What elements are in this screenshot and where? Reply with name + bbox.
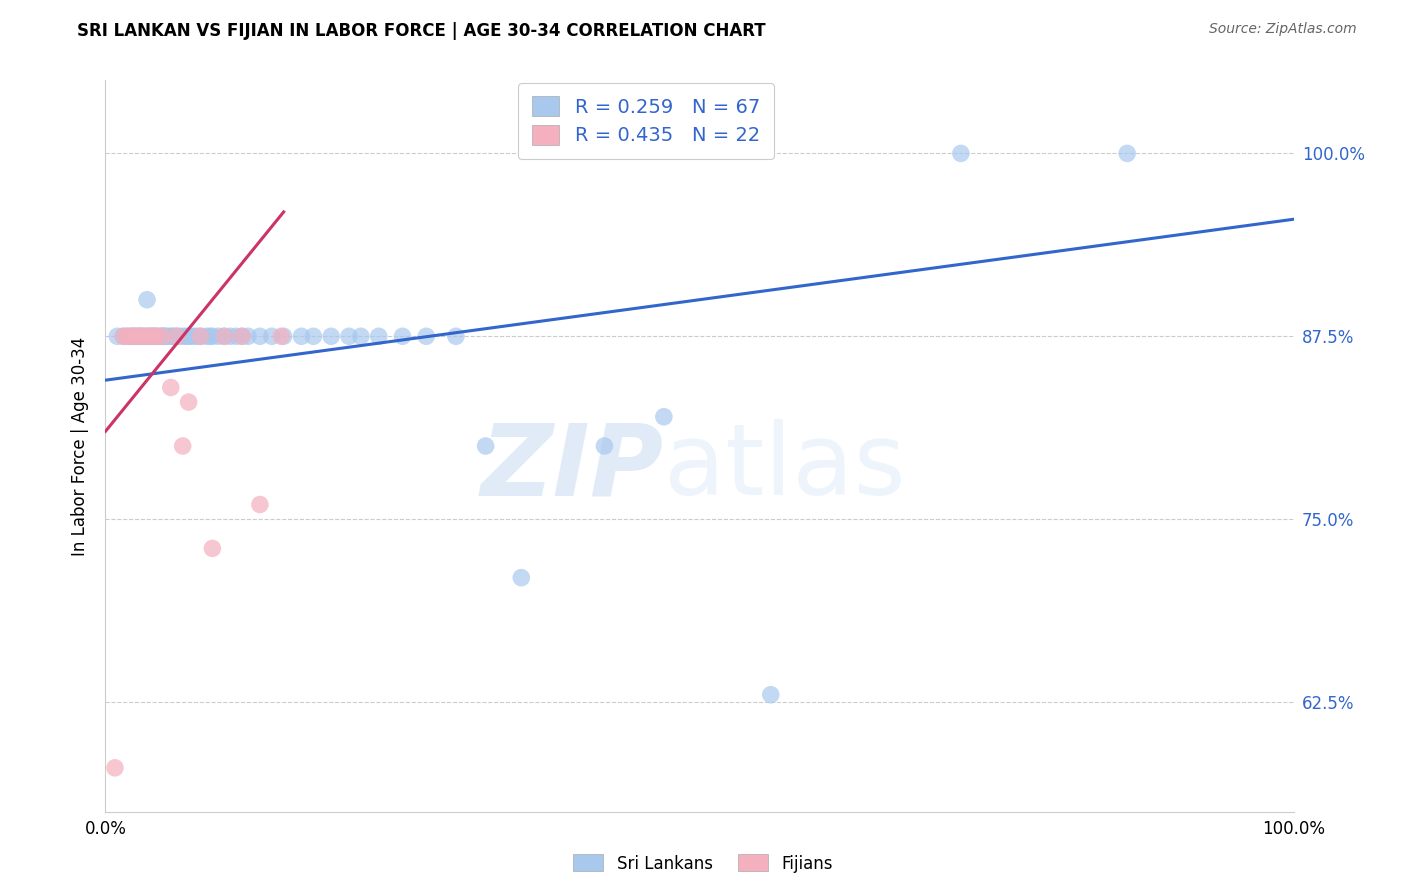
Point — [270, 329, 292, 343]
Point — [190, 329, 212, 343]
Legend: R = 0.259   N = 67, R = 0.435   N = 22: R = 0.259 N = 67, R = 0.435 N = 22 — [519, 83, 773, 159]
Point — [153, 329, 176, 343]
Point — [321, 329, 343, 343]
Point — [231, 329, 253, 343]
Point — [143, 329, 166, 343]
Point — [142, 329, 165, 343]
Point — [302, 329, 325, 343]
Point — [124, 329, 146, 343]
Point — [139, 329, 162, 343]
Point — [112, 329, 135, 343]
Point — [172, 329, 194, 343]
Point — [129, 329, 152, 343]
Point — [249, 498, 271, 512]
Point — [145, 329, 167, 343]
Text: atlas: atlas — [664, 419, 905, 516]
Point — [187, 329, 209, 343]
Point — [190, 329, 212, 343]
Point — [166, 329, 188, 343]
Point — [128, 329, 150, 343]
Point — [367, 329, 389, 343]
Point — [510, 571, 533, 585]
Point — [124, 329, 146, 343]
Point — [142, 329, 165, 343]
Point — [121, 329, 143, 343]
Point — [207, 329, 229, 343]
Point — [104, 761, 127, 775]
Point — [219, 329, 242, 343]
Point — [236, 329, 259, 343]
Point — [174, 329, 197, 343]
Point — [115, 329, 138, 343]
Point — [159, 329, 181, 343]
Point — [1116, 146, 1139, 161]
Point — [148, 329, 170, 343]
Point — [136, 329, 159, 343]
Point — [949, 146, 972, 161]
Point — [152, 329, 174, 343]
Point — [214, 329, 236, 343]
Point — [134, 329, 156, 343]
Point — [231, 329, 253, 343]
Point — [121, 329, 143, 343]
Legend: Sri Lankans, Fijians: Sri Lankans, Fijians — [567, 847, 839, 880]
Point — [159, 380, 181, 394]
Point — [260, 329, 283, 343]
Point — [132, 329, 155, 343]
Point — [163, 329, 186, 343]
Point — [249, 329, 271, 343]
Point — [214, 329, 236, 343]
Point — [136, 293, 159, 307]
Point — [156, 329, 179, 343]
Point — [136, 329, 159, 343]
Point — [290, 329, 312, 343]
Point — [474, 439, 496, 453]
Point — [759, 688, 782, 702]
Point — [225, 329, 247, 343]
Point — [139, 329, 162, 343]
Point — [177, 329, 200, 343]
Point — [145, 329, 167, 343]
Point — [201, 329, 224, 343]
Point — [167, 329, 190, 343]
Point — [593, 439, 616, 453]
Point — [183, 329, 205, 343]
Text: ZIP: ZIP — [481, 419, 664, 516]
Point — [129, 329, 152, 343]
Point — [198, 329, 221, 343]
Point — [273, 329, 295, 343]
Point — [152, 329, 174, 343]
Point — [105, 329, 128, 343]
Point — [201, 541, 224, 556]
Text: SRI LANKAN VS FIJIAN IN LABOR FORCE | AGE 30-34 CORRELATION CHART: SRI LANKAN VS FIJIAN IN LABOR FORCE | AG… — [77, 22, 766, 40]
Point — [195, 329, 218, 343]
Point — [166, 329, 188, 343]
Point — [652, 409, 675, 424]
Point — [177, 395, 200, 409]
Point — [172, 439, 194, 453]
Point — [153, 329, 176, 343]
Point — [142, 329, 165, 343]
Point — [391, 329, 413, 343]
Point — [180, 329, 202, 343]
Point — [350, 329, 373, 343]
Point — [125, 329, 148, 343]
Point — [129, 329, 152, 343]
Point — [136, 329, 159, 343]
Point — [415, 329, 437, 343]
Point — [115, 329, 138, 343]
Point — [150, 329, 173, 343]
Point — [444, 329, 467, 343]
Y-axis label: In Labor Force | Age 30-34: In Labor Force | Age 30-34 — [72, 336, 90, 556]
Point — [121, 329, 143, 343]
Point — [118, 329, 141, 343]
Point — [160, 329, 183, 343]
Text: Source: ZipAtlas.com: Source: ZipAtlas.com — [1209, 22, 1357, 37]
Point — [128, 329, 150, 343]
Point — [112, 329, 135, 343]
Point — [337, 329, 360, 343]
